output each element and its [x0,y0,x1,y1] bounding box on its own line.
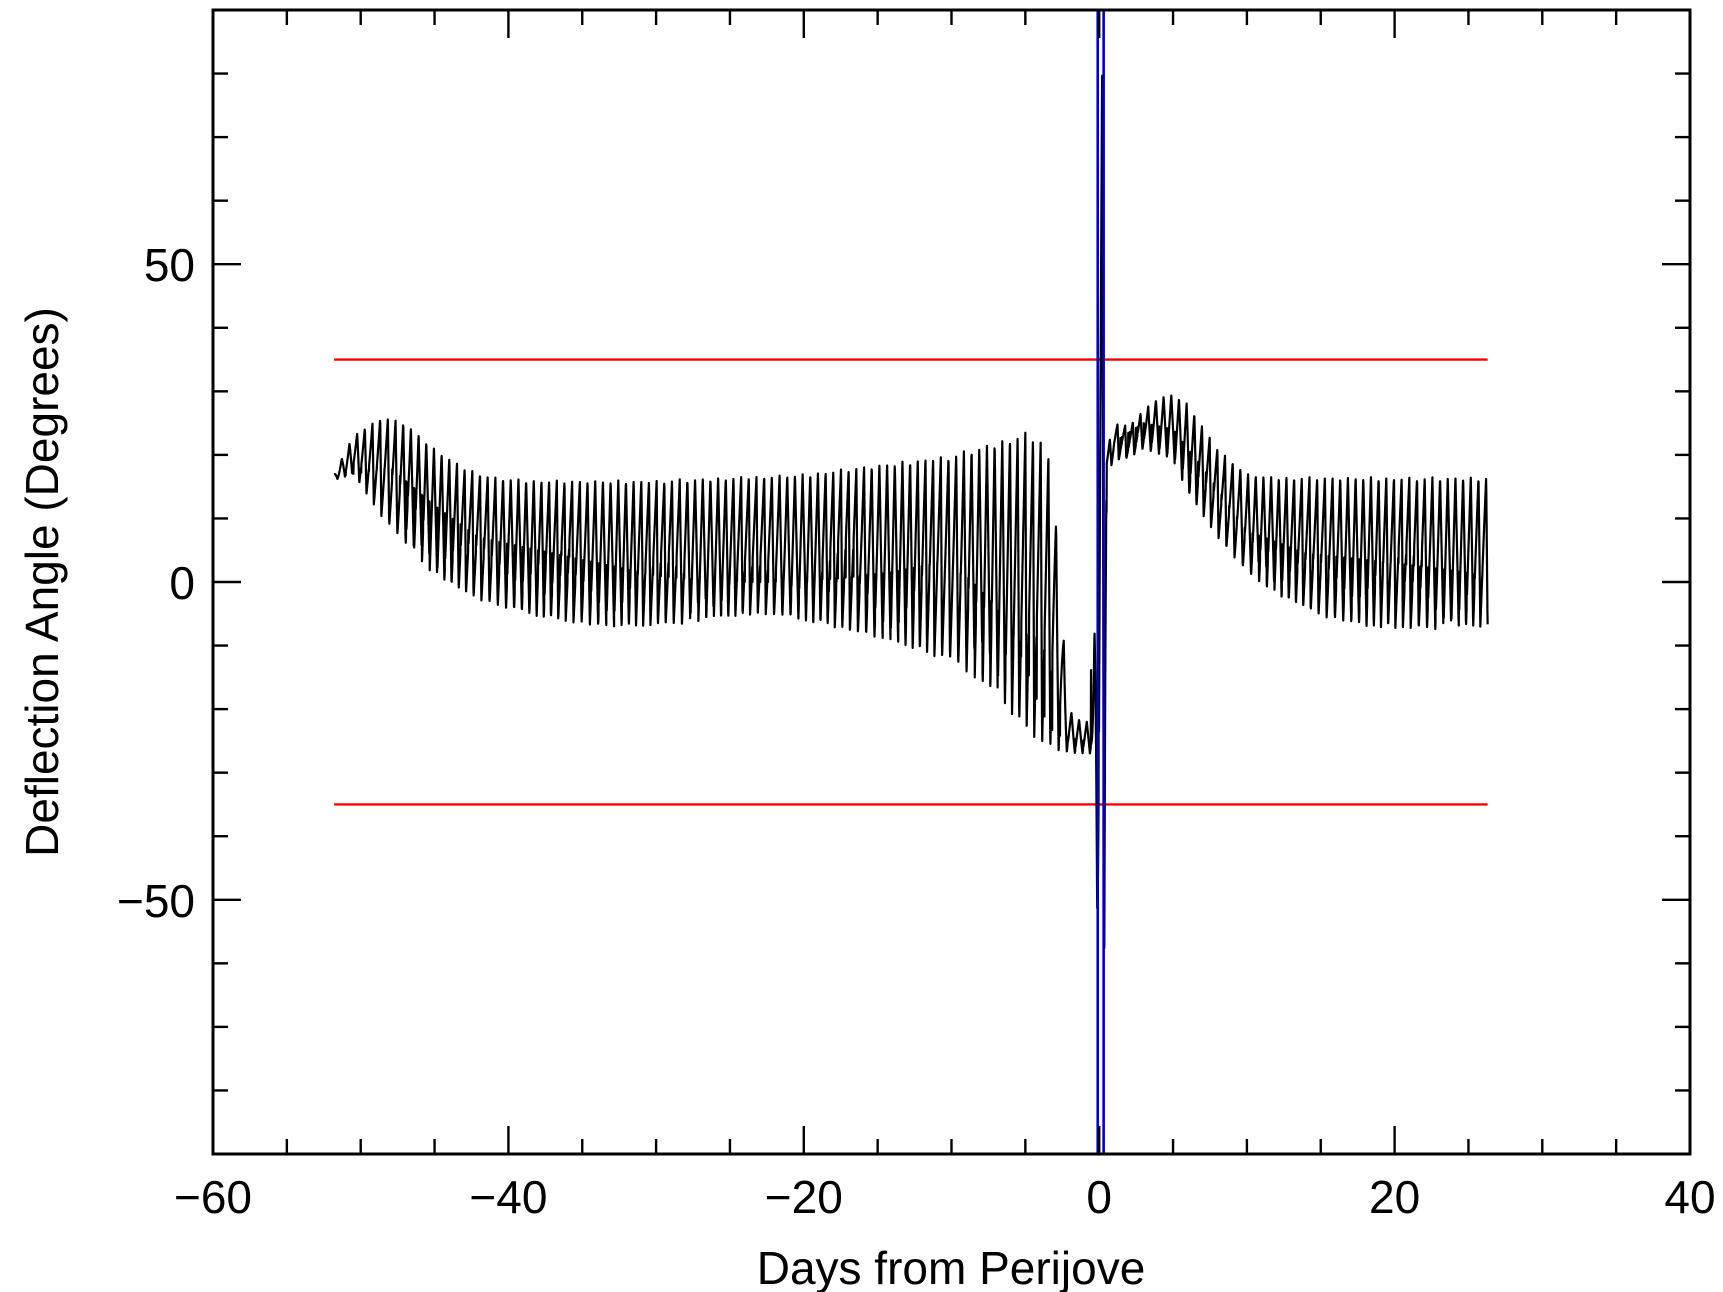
x-tick-label: 0 [1086,1171,1112,1223]
data-layer [333,10,1489,1154]
y-tick-label: 0 [169,557,195,609]
y-axis-title: Deflection Angle (Degrees) [16,307,68,857]
tick-layer [211,8,1692,1156]
x-tick-label: −40 [469,1171,547,1223]
y-tick-label: −50 [117,875,195,927]
x-tick-label: −60 [174,1171,252,1223]
x-axis-title: Days from Perijove [757,1242,1146,1292]
x-tick-label: 40 [1664,1171,1715,1223]
y-tick-label: 50 [144,239,195,291]
series-line-1 [333,74,1489,949]
label-layer: −60 −40 −20 0 20 40 −50 0 50 [117,239,1716,1223]
x-tick-label: 20 [1369,1171,1420,1223]
x-tick-label: −20 [765,1171,843,1223]
